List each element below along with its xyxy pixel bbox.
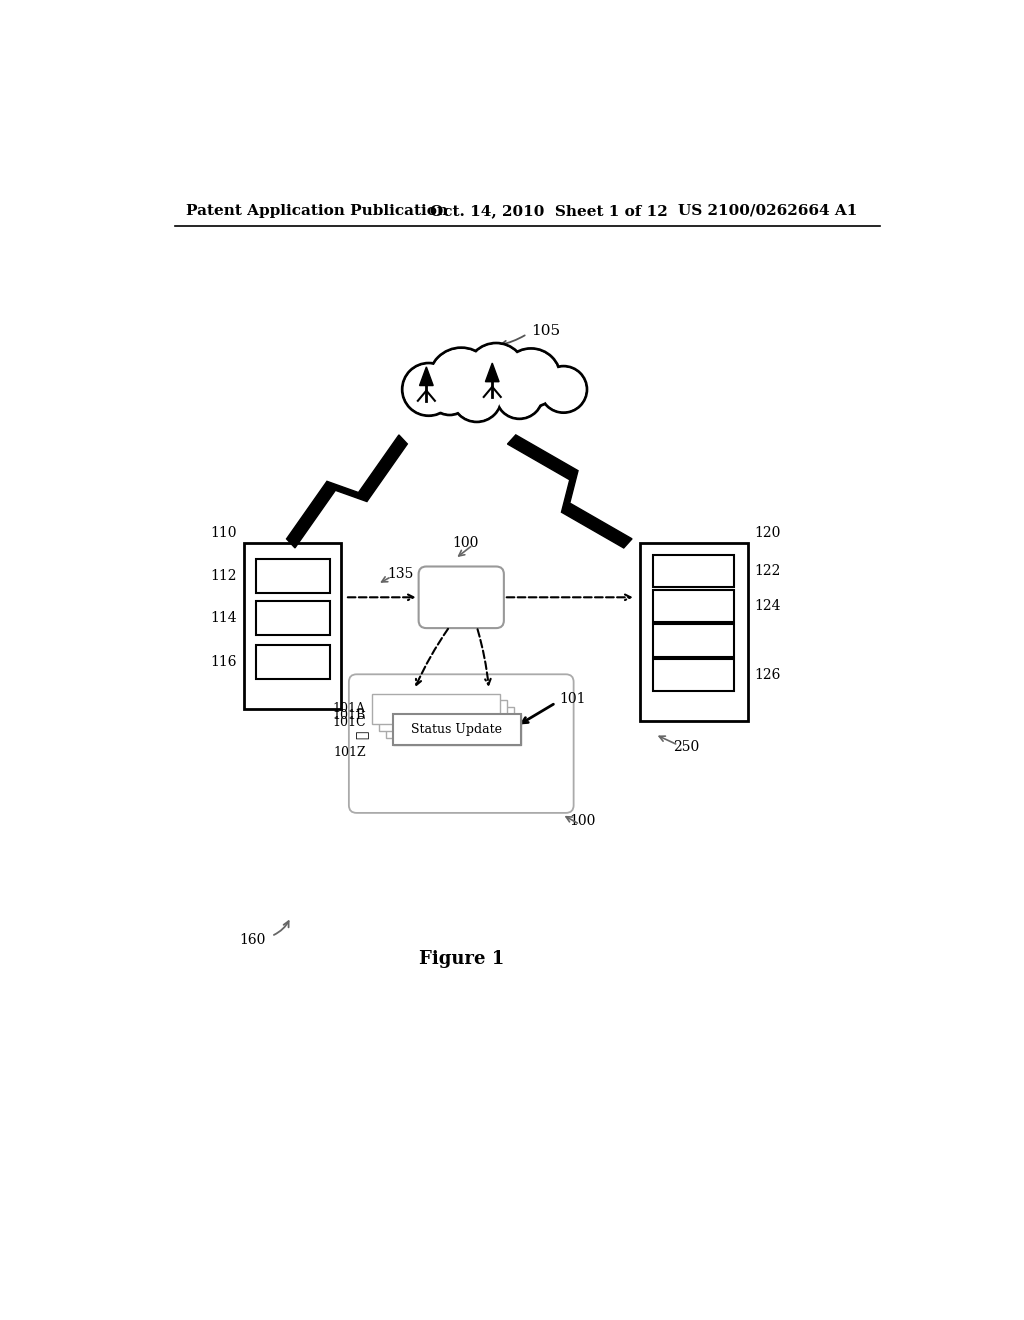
Circle shape: [431, 350, 492, 411]
Text: 105: 105: [531, 323, 560, 338]
Circle shape: [404, 366, 453, 413]
Text: 250: 250: [673, 741, 699, 755]
Text: 124: 124: [755, 599, 780, 612]
Circle shape: [428, 372, 471, 414]
Text: 101B: 101B: [333, 709, 366, 722]
Text: 126: 126: [755, 668, 780, 682]
Text: Status Update: Status Update: [412, 723, 503, 737]
Circle shape: [496, 372, 543, 418]
Text: 101A: 101A: [333, 702, 366, 715]
Circle shape: [541, 367, 587, 413]
Bar: [653, 590, 734, 622]
FancyBboxPatch shape: [349, 675, 573, 813]
Text: 116: 116: [210, 655, 237, 669]
Text: US 2100/0262664 A1: US 2100/0262664 A1: [678, 203, 858, 218]
Circle shape: [429, 348, 494, 413]
Text: Figure 1: Figure 1: [419, 950, 504, 968]
Circle shape: [504, 351, 558, 405]
Polygon shape: [485, 363, 499, 381]
Bar: [393, 714, 521, 744]
Circle shape: [502, 348, 560, 407]
Bar: [256, 645, 330, 678]
Text: 101: 101: [560, 692, 586, 706]
Circle shape: [469, 345, 523, 400]
Polygon shape: [287, 436, 408, 548]
Text: 114: 114: [210, 611, 237, 626]
Circle shape: [402, 363, 455, 416]
Circle shape: [454, 375, 500, 420]
Text: Oct. 14, 2010  Sheet 1 of 12: Oct. 14, 2010 Sheet 1 of 12: [430, 203, 668, 218]
Text: 120: 120: [755, 525, 780, 540]
Circle shape: [467, 343, 525, 401]
Text: ⋯: ⋯: [355, 731, 369, 739]
Bar: [653, 554, 734, 587]
Text: 110: 110: [210, 525, 237, 540]
Text: 160: 160: [240, 933, 266, 946]
Text: 122: 122: [755, 564, 780, 578]
Text: 100: 100: [452, 536, 478, 550]
Text: 101C: 101C: [333, 717, 366, 730]
Circle shape: [498, 375, 541, 417]
Text: 135: 135: [388, 568, 414, 581]
Bar: [372, 693, 500, 725]
Bar: [386, 708, 514, 738]
Circle shape: [543, 368, 585, 411]
Bar: [653, 659, 734, 692]
Circle shape: [430, 374, 469, 413]
FancyBboxPatch shape: [419, 566, 504, 628]
Bar: [393, 714, 521, 744]
Polygon shape: [508, 434, 632, 548]
Circle shape: [452, 372, 502, 422]
Bar: [379, 701, 507, 731]
Bar: [256, 601, 330, 635]
Text: 112: 112: [210, 569, 237, 582]
Bar: [640, 544, 748, 721]
Bar: [653, 624, 734, 656]
Text: 100: 100: [569, 813, 596, 828]
Text: 101Z: 101Z: [333, 746, 366, 759]
Bar: [245, 544, 341, 709]
Text: Patent Application Publication: Patent Application Publication: [186, 203, 449, 218]
Bar: [256, 558, 330, 593]
Polygon shape: [420, 367, 433, 385]
